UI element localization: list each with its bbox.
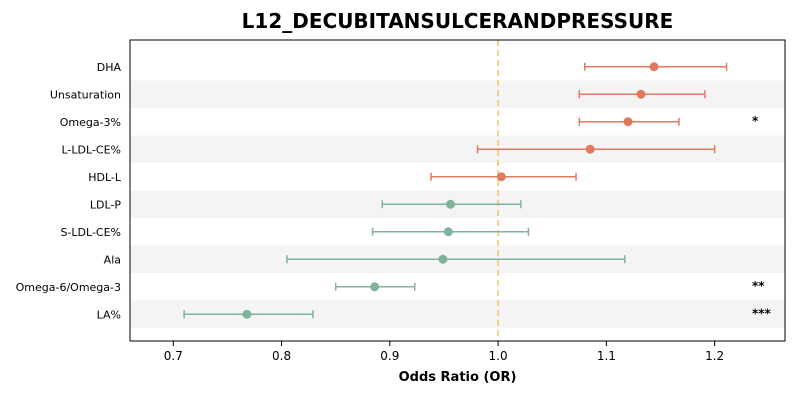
x-axis-label: Odds Ratio (OR) [399, 370, 517, 385]
chart-title: L12_DECUBITANSULCERANDPRESSURE [241, 9, 674, 33]
point-estimate [623, 117, 633, 127]
significance-marker: ** [752, 279, 765, 293]
x-axis: 0.7 0.8 0.9 1.0 1.1 1.2 [164, 341, 724, 363]
category-label: Omega-3% [60, 116, 121, 129]
significance-marker: *** [752, 306, 772, 320]
x-tick-label: 0.8 [272, 349, 291, 363]
category-label: Unsaturation [50, 88, 121, 101]
x-tick-label: 0.9 [380, 349, 399, 363]
category-label: Omega-6/Omega-3 [16, 281, 121, 294]
x-tick-label: 1.2 [705, 349, 724, 363]
category-label: HDL-L [88, 171, 122, 184]
point-estimate [636, 89, 646, 99]
x-tick-label: 1.0 [489, 349, 508, 363]
data-marks [183, 62, 728, 319]
category-labels: DHA Unsaturation Omega-3% L-LDL-CE% HDL-L LDL… [16, 61, 122, 322]
point-estimate [496, 172, 506, 182]
category-label: L-LDL-CE% [62, 143, 122, 156]
category-label: LA% [97, 308, 121, 321]
point-estimate [443, 227, 453, 237]
point-estimate [242, 309, 252, 319]
category-label: S-LDL-CE% [60, 226, 121, 239]
point-estimate [438, 254, 448, 264]
category-label: LDL-P [90, 198, 122, 211]
point-estimate [445, 199, 455, 209]
category-label: Ala [104, 253, 121, 266]
point-estimate [585, 144, 595, 154]
plot-frame [129, 39, 786, 342]
category-label: DHA [97, 61, 122, 74]
point-estimate [370, 282, 380, 292]
x-tick-label: 1.1 [597, 349, 616, 363]
point-estimate [649, 62, 659, 72]
significance-labels: ****** [752, 114, 772, 321]
significance-marker: * [752, 114, 759, 128]
x-tick-label: 0.7 [164, 349, 183, 363]
